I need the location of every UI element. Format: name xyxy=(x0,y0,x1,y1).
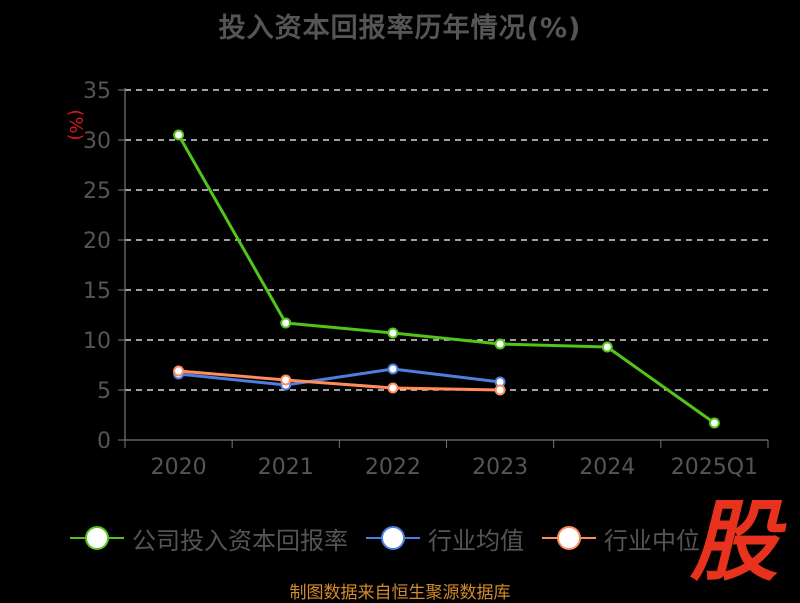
logo-stamp: 股 xyxy=(690,490,779,593)
data-point-series-2 xyxy=(173,365,185,377)
series-line-2 xyxy=(177,369,502,392)
chart-title: 投入资本回报率历年情况(%) xyxy=(218,13,582,44)
axes xyxy=(118,88,769,448)
series-line-1 xyxy=(177,367,502,387)
data-point-series-2 xyxy=(280,374,292,386)
data-source-note: 制图数据来自恒生聚源数据库 xyxy=(289,583,511,603)
y-tick-label: 15 xyxy=(83,279,111,304)
legend-label-company: 公司投入资本回报率 xyxy=(132,526,348,555)
legend-swatch-industry-mean xyxy=(366,523,420,553)
data-point-series-0 xyxy=(387,327,399,339)
x-tick-label: 2020 xyxy=(151,455,207,480)
data-point-series-0 xyxy=(494,338,506,350)
grid-lines xyxy=(125,89,768,391)
legend-item-industry-median[interactable]: 行业中位 xyxy=(542,521,700,556)
legend-label-industry-median: 行业中位 xyxy=(604,526,700,555)
y-axis-label: (%) xyxy=(65,109,86,140)
data-point-series-0 xyxy=(601,341,613,353)
legend-item-company[interactable]: 公司投入资本回报率 xyxy=(70,521,348,556)
y-tick-label: 20 xyxy=(83,229,111,254)
x-tick-label: 2023 xyxy=(472,455,528,480)
axis-labels: 0 5 10 15 20 25 30 35 2020 2021 2022 2023 2024 2025Q1… xyxy=(65,79,758,480)
data-point-series-0 xyxy=(708,417,720,429)
data-point-series-0 xyxy=(280,317,292,329)
y-tick-label: 0 xyxy=(97,429,111,454)
data-point-series-1 xyxy=(387,363,399,375)
legend-swatch-company xyxy=(70,523,124,553)
y-tick-label: 5 xyxy=(97,379,111,404)
data-point-series-2 xyxy=(387,382,399,394)
y-tick-label: 30 xyxy=(83,129,111,154)
y-tick-label: 35 xyxy=(83,79,111,104)
series-line-0 xyxy=(177,133,716,425)
y-tick-label: 25 xyxy=(83,179,111,204)
legend: 公司投入资本回报率 行业均值 行业中位 xyxy=(70,520,700,556)
x-tick-label: 2024 xyxy=(579,455,635,480)
legend-label-industry-mean: 行业均值 xyxy=(428,526,524,555)
series-lines xyxy=(173,129,720,429)
x-tick-label: 2021 xyxy=(258,455,314,480)
x-tick-label: 2025Q1 xyxy=(671,455,758,480)
y-tick-label: 10 xyxy=(83,329,111,354)
legend-swatch-industry-median xyxy=(542,523,596,553)
x-tick-label: 2022 xyxy=(365,455,421,480)
legend-item-industry-mean[interactable]: 行业均值 xyxy=(366,521,524,556)
data-point-series-0 xyxy=(173,129,185,141)
data-point-series-2 xyxy=(494,384,506,396)
